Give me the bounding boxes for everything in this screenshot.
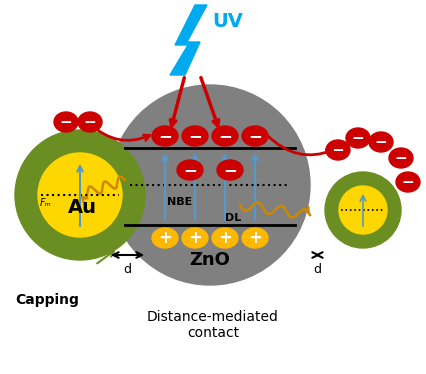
Text: −: − <box>218 127 232 145</box>
Text: Fₘ: Fₘ <box>40 198 52 208</box>
Ellipse shape <box>242 126 268 146</box>
Text: −: − <box>183 161 197 179</box>
Ellipse shape <box>369 132 393 152</box>
Text: −: − <box>374 135 387 150</box>
Ellipse shape <box>182 126 208 146</box>
Text: −: − <box>223 161 237 179</box>
Ellipse shape <box>346 128 370 148</box>
Text: d: d <box>314 263 322 276</box>
Text: ZnO: ZnO <box>190 251 230 269</box>
Ellipse shape <box>396 172 420 192</box>
Ellipse shape <box>78 112 102 132</box>
Circle shape <box>339 186 387 234</box>
Ellipse shape <box>182 228 208 248</box>
Ellipse shape <box>217 160 243 180</box>
Ellipse shape <box>326 140 350 160</box>
Text: −: − <box>248 127 262 145</box>
Circle shape <box>325 172 401 248</box>
Text: UV: UV <box>212 12 243 31</box>
Text: −: − <box>158 127 172 145</box>
Text: −: − <box>402 175 414 190</box>
Ellipse shape <box>212 126 238 146</box>
Text: −: − <box>351 131 364 145</box>
Ellipse shape <box>389 148 413 168</box>
Text: −: − <box>394 150 407 166</box>
Text: d: d <box>124 263 132 276</box>
Circle shape <box>110 85 310 285</box>
Text: Au: Au <box>67 197 97 217</box>
Ellipse shape <box>177 160 203 180</box>
Text: −: − <box>188 127 202 145</box>
Text: +: + <box>158 229 172 247</box>
Text: −: − <box>331 142 344 157</box>
Circle shape <box>38 153 122 237</box>
Ellipse shape <box>152 126 178 146</box>
Text: +: + <box>218 229 232 247</box>
Text: +: + <box>248 229 262 247</box>
Text: DL: DL <box>225 213 241 223</box>
Ellipse shape <box>212 228 238 248</box>
Text: +: + <box>188 229 202 247</box>
Text: Distance-mediated
contact: Distance-mediated contact <box>147 310 279 340</box>
Ellipse shape <box>54 112 78 132</box>
Circle shape <box>15 130 145 260</box>
Text: −: − <box>83 114 96 129</box>
Text: NBE: NBE <box>167 197 193 207</box>
Ellipse shape <box>152 228 178 248</box>
Text: Capping: Capping <box>15 293 79 307</box>
Ellipse shape <box>242 228 268 248</box>
Text: −: − <box>60 114 72 129</box>
Polygon shape <box>170 5 207 75</box>
